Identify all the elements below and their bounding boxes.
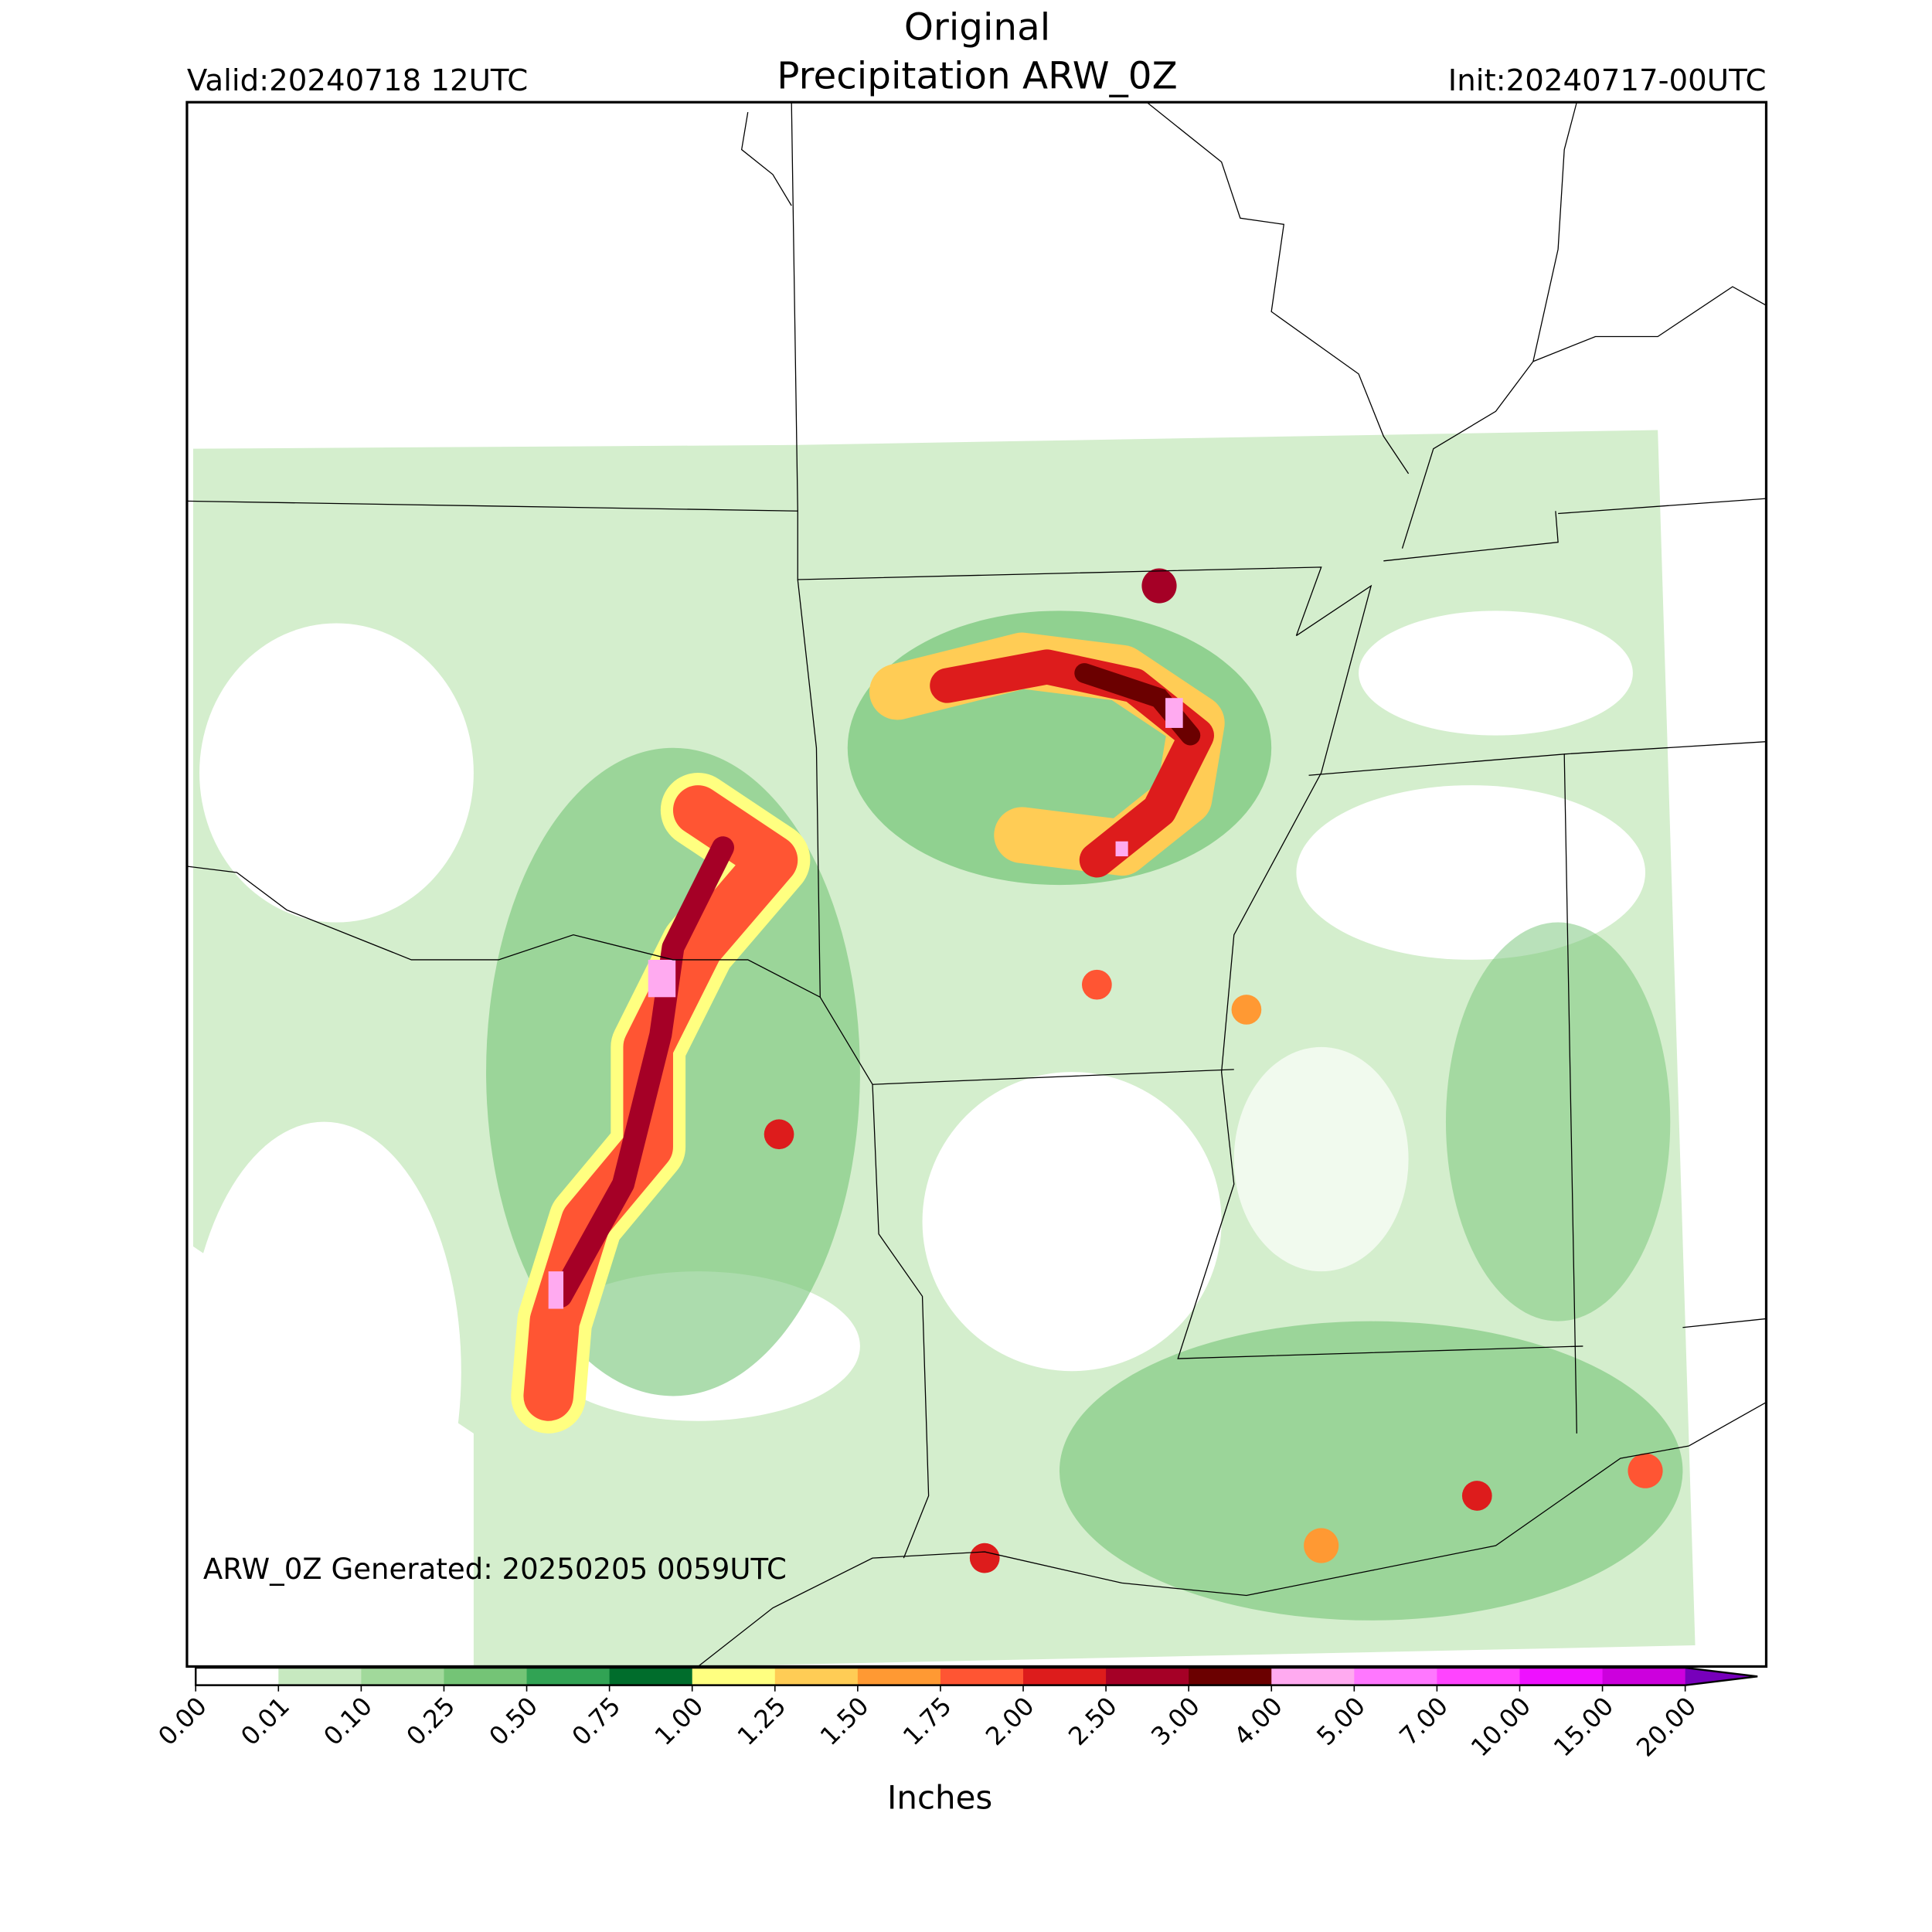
precip-cell <box>969 1543 1000 1573</box>
dry-area <box>922 1072 1222 1372</box>
colorbar-tick-label: 2.00 <box>980 1691 1040 1751</box>
state-border <box>1383 498 1767 755</box>
dry-area <box>199 623 474 923</box>
colorbar-segment <box>774 1668 859 1685</box>
title: Original <box>904 6 1050 49</box>
colorbar-tick-label: 15.00 <box>1548 1691 1619 1762</box>
valid-time: Valid:20240718 12UTC <box>187 63 528 98</box>
colorbar-segment <box>1271 1668 1355 1685</box>
colorbar-tick-label: 1.75 <box>897 1691 957 1751</box>
colorbar-segment <box>1354 1668 1438 1685</box>
colorbar-tick-label: 1.00 <box>649 1691 709 1751</box>
dry-area <box>1233 1046 1409 1272</box>
colorbar-segment <box>1189 1668 1273 1685</box>
colorbar-tick-label: 1.25 <box>732 1691 792 1751</box>
init-time: Init:20240717-00UTC <box>1448 63 1767 98</box>
precip-peak <box>1165 698 1183 728</box>
colorbar: 0.00 0.01 0.10 0.25 0.50 0.75 1.00 1.25 1.50 1.75… <box>152 1666 1758 1763</box>
colorbar-tick-label: 0.00 <box>152 1691 213 1751</box>
precip-cell <box>1461 1481 1492 1511</box>
colorbar-outline <box>195 1666 1758 1686</box>
colorbar-segment <box>692 1668 776 1685</box>
precip-cell <box>1628 1453 1663 1488</box>
precip-peak <box>1115 841 1128 857</box>
coastline <box>697 1318 1767 1667</box>
colorbar-segment <box>278 1668 362 1685</box>
colorbar-tick-label: 0.25 <box>401 1691 461 1751</box>
colorbar-tick-label: 0.50 <box>484 1691 544 1751</box>
state-border <box>872 1084 930 1559</box>
colorbar-segment <box>444 1668 528 1685</box>
state-border <box>1401 102 1767 549</box>
precip-cell <box>1304 1528 1339 1563</box>
subtitle: Precipitation ARW_0Z <box>777 55 1177 98</box>
precip-moderate <box>1059 1321 1683 1621</box>
colorbar-tick-label: 7.00 <box>1393 1691 1454 1751</box>
map-frame <box>185 100 1768 1668</box>
colorbar-tick-label: 0.75 <box>566 1691 627 1751</box>
colorbar-tick-label: 0.10 <box>318 1691 378 1751</box>
precip-cell <box>1082 969 1112 1000</box>
colorbar-segment <box>1106 1668 1189 1685</box>
colorbar-segment <box>857 1668 941 1685</box>
state-border <box>797 579 1234 1085</box>
colorbar-segment <box>526 1668 611 1685</box>
dry-area <box>186 1121 461 1621</box>
colorbar-tick-label: 2.50 <box>1063 1691 1123 1751</box>
colorbar-segment <box>609 1668 693 1685</box>
colorbar-tick-label: 5.00 <box>1311 1691 1371 1751</box>
colorbar-tick-label: 0.01 <box>235 1691 295 1751</box>
colorbar-label: Inches <box>887 1779 992 1817</box>
colorbar-segment <box>940 1668 1024 1685</box>
dry-area <box>1359 611 1633 736</box>
colorbar-segment <box>196 1668 280 1685</box>
precip-cell <box>1231 995 1262 1025</box>
precip-cell <box>764 1119 794 1150</box>
colorbar-extension <box>1685 1668 1758 1685</box>
precip-cell <box>1141 568 1177 604</box>
state-border <box>1177 584 1583 1359</box>
colorbar-tick-label: 4.00 <box>1228 1691 1288 1751</box>
colorbar-segment <box>1437 1668 1521 1685</box>
precip-peak <box>648 959 676 998</box>
colorbar-tick-label: 3.00 <box>1145 1691 1206 1751</box>
colorbar-segment <box>1519 1668 1604 1685</box>
colorbar-tick-label: 10.00 <box>1465 1691 1536 1762</box>
colorbar-segment <box>361 1668 445 1685</box>
state-border <box>186 866 821 998</box>
generated-note: ARW_0Z Generated: 20250205 0059UTC <box>203 1553 787 1586</box>
map <box>186 101 1767 1667</box>
colorbar-tick-label: 1.50 <box>815 1691 875 1751</box>
dry-area <box>1296 785 1646 960</box>
state-border <box>740 101 1410 512</box>
colorbar-tick-label: 20.00 <box>1631 1691 1702 1762</box>
precip-peak <box>548 1271 564 1309</box>
colorbar-segment <box>1602 1668 1686 1685</box>
colorbar-segment <box>1023 1668 1107 1685</box>
precip-moderate <box>1445 922 1671 1321</box>
precip-core <box>549 836 734 1308</box>
